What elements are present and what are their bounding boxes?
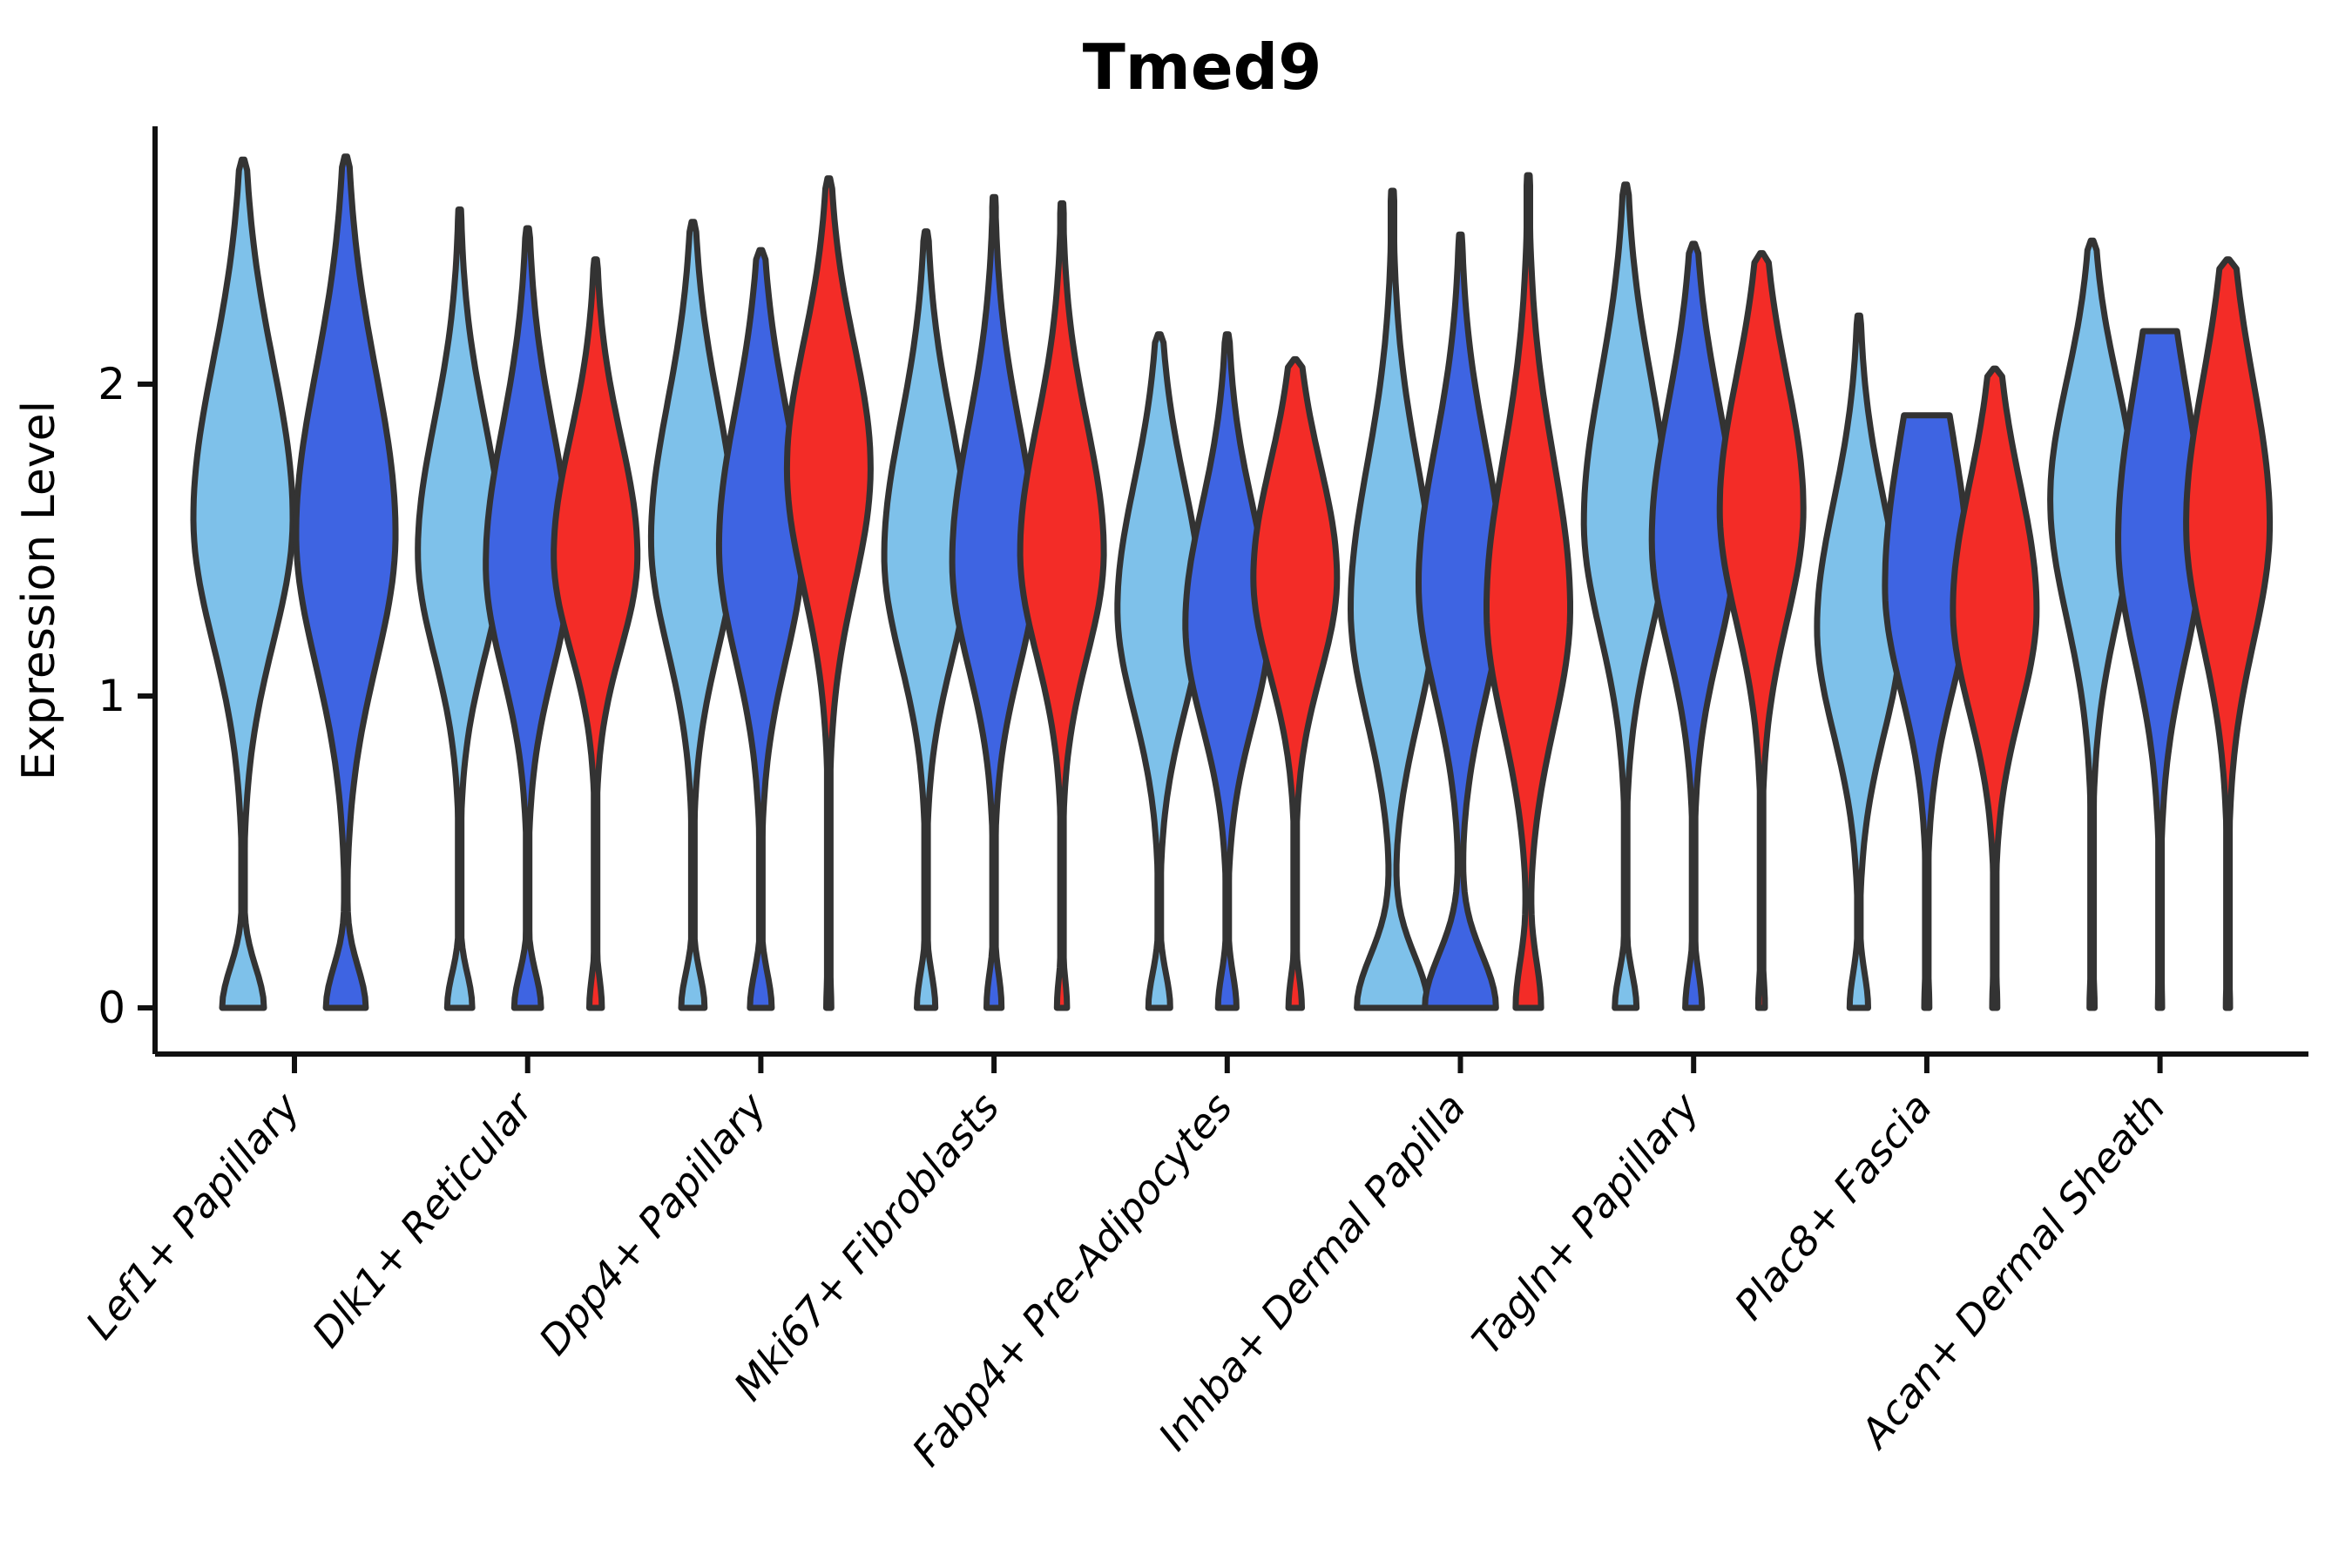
x-tick-label: Mki67+ Fibroblasts: [725, 1084, 1009, 1409]
violin-Dpp4+-s0: [647, 219, 738, 1011]
violin-Dpp4+-s2: [783, 175, 874, 1011]
violin-Acan+-s0: [2047, 237, 2138, 1011]
violin-Fabp4+-s0: [1114, 331, 1205, 1011]
violin-Dlk1+-s0: [415, 206, 505, 1011]
violin-Plac8+-s0: [1814, 312, 1904, 1011]
y-axis-label: Expression Level: [13, 401, 65, 781]
violin-Tagln+-s0: [1580, 181, 1671, 1011]
violin-Tagln+-s1: [1648, 240, 1739, 1011]
violin-Fabp4+-s2: [1250, 355, 1341, 1011]
violin-Mki67+-s0: [881, 228, 971, 1011]
violin-Acan+-s1: [2115, 328, 2206, 1011]
violin-Plac8+-s1: [1882, 412, 1972, 1011]
x-tick-label: Tagln+ Papillary: [1463, 1084, 1708, 1363]
violin-Dlk1+-s2: [551, 256, 641, 1011]
violin-Inhba+-s0: [1348, 187, 1437, 1011]
violin-Mki67+-s2: [1017, 199, 1107, 1011]
violin-Fabp4+-s1: [1182, 331, 1273, 1011]
x-tick-label: Lef1+ Papillary: [77, 1084, 309, 1348]
violin-Plac8+-s2: [1950, 365, 2040, 1011]
violin-Lef1+-s1: [293, 153, 399, 1011]
violin-Mki67+-s1: [949, 193, 1039, 1011]
chart-title: Tmed9: [1083, 30, 1322, 104]
x-tick-label: Plac8+ Fascia: [1725, 1084, 1941, 1328]
y-tick-label: 2: [98, 359, 125, 409]
axes-spines: [152, 126, 2308, 1057]
x-tick-label: Dlk1+ Reticular: [303, 1082, 544, 1356]
x-tick-label: Dpp4+ Papillary: [530, 1084, 775, 1364]
y-tick-label: 0: [98, 983, 125, 1033]
violin-Lef1+-s0: [190, 156, 296, 1011]
violin-Dlk1+-s1: [483, 225, 573, 1011]
violin-Inhba+-s2: [1484, 172, 1573, 1011]
violin-Inhba+-s1: [1416, 231, 1505, 1011]
violin-Dpp4+-s1: [715, 247, 806, 1011]
violin-Acan+-s2: [2183, 256, 2274, 1011]
y-tick-label: 1: [98, 671, 125, 721]
violin-shapes: [190, 153, 2274, 1011]
violin-Tagln+-s2: [1716, 250, 1807, 1011]
